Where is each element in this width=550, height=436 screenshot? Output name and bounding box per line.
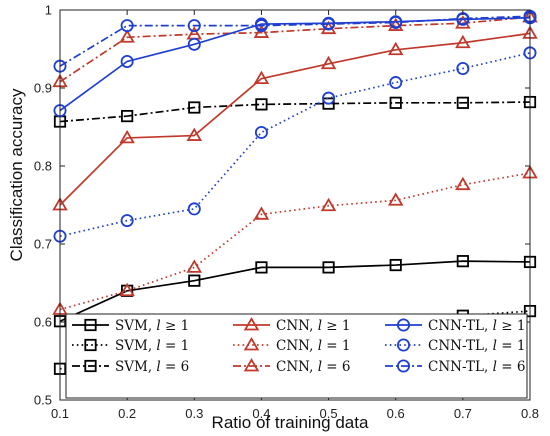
data-point xyxy=(255,261,268,274)
data-point xyxy=(253,70,270,85)
data-point xyxy=(187,19,201,33)
data-point xyxy=(119,29,135,43)
data-point xyxy=(456,96,469,109)
data-point xyxy=(187,202,201,216)
x-axis-label: Ratio of training data xyxy=(212,413,369,432)
data-point xyxy=(455,176,471,191)
legend-marker xyxy=(243,358,260,372)
data-point xyxy=(456,62,470,76)
legend-item: CNN, l = 6 xyxy=(233,358,351,375)
legend-label: CNN-TL, l = 6 xyxy=(428,359,525,375)
legend-label: SVM, l ≥ 1 xyxy=(115,318,189,334)
legend-item: SVM, l ≥ 1 xyxy=(72,318,189,334)
data-point xyxy=(389,96,402,109)
data-point xyxy=(188,101,201,114)
y-tick-label: 0.6 xyxy=(34,315,52,330)
legend-item: CNN, l = 1 xyxy=(233,337,351,354)
legend-item: CNN-TL, l = 6 xyxy=(385,359,525,375)
axis-layer: 0.1 0.2 0.3 0.4 0.5 0.6 0.7 0.8 0.5 0.6 0.7 0.8 0.9 1 xyxy=(34,3,539,422)
data-point xyxy=(188,274,201,287)
data-point xyxy=(456,255,469,268)
data-point xyxy=(255,98,268,111)
data-point xyxy=(320,197,337,212)
data-point xyxy=(254,19,268,33)
legend-marker xyxy=(396,359,410,373)
data-point xyxy=(387,192,404,206)
series-line xyxy=(59,101,531,123)
legend-label: CNN, l = 1 xyxy=(276,338,351,354)
data-point xyxy=(187,37,201,51)
data-point xyxy=(389,15,403,29)
x-tick-label: 0.3 xyxy=(185,406,203,421)
data-point xyxy=(322,17,336,31)
y-axis-label: Classification accuracy xyxy=(7,88,26,261)
data-point xyxy=(120,214,134,228)
series-4 xyxy=(52,25,538,211)
legend-label: SVM, l = 6 xyxy=(115,359,189,375)
data-point xyxy=(186,127,203,141)
data-point xyxy=(186,259,203,273)
legend-item: CNN-TL, l = 1 xyxy=(385,338,525,354)
data-point xyxy=(389,76,403,90)
data-point xyxy=(121,109,134,123)
data-point xyxy=(254,125,268,139)
legend-item: CNN, l ≥ 1 xyxy=(233,317,351,334)
data-point xyxy=(253,206,270,220)
legend-label: SVM, l = 1 xyxy=(115,338,189,354)
x-tick-label: 0.5 xyxy=(320,406,338,421)
series-line xyxy=(59,32,531,206)
legend-label: CNN, l = 6 xyxy=(276,359,351,375)
series-line xyxy=(59,52,531,238)
legend: SVM, l ≥ 1 SVM, l = 1 SVM, l = 6 CNN, l ≥ 1… xyxy=(65,313,528,399)
x-tick-label: 0.1 xyxy=(51,406,69,421)
series-line xyxy=(59,16,531,83)
series-line xyxy=(59,260,531,322)
legend-label: CNN, l ≥ 1 xyxy=(276,318,351,334)
data-point xyxy=(119,282,135,297)
data-point xyxy=(455,34,471,49)
y-tick-label: 1 xyxy=(45,3,52,18)
series-5 xyxy=(52,165,538,315)
legend-marker xyxy=(243,337,260,351)
data-point xyxy=(120,54,134,68)
data-point xyxy=(322,261,335,274)
legend-box xyxy=(65,313,528,399)
y-tick-label: 0.8 xyxy=(34,159,52,174)
y-tick-label: 0.9 xyxy=(34,81,52,96)
x-tick-label: 0.4 xyxy=(252,406,270,421)
legend-label: CNN-TL, l = 1 xyxy=(428,338,525,354)
series-8 xyxy=(53,46,537,243)
legend-marker xyxy=(396,338,410,352)
data-point xyxy=(253,24,270,38)
legend-item: SVM, l = 1 xyxy=(72,338,189,354)
data-point xyxy=(387,41,404,56)
series-line xyxy=(59,15,531,67)
legend-marker xyxy=(243,317,260,331)
x-tick-label: 0.8 xyxy=(521,406,539,421)
series-3 xyxy=(53,95,537,128)
legend-marker xyxy=(84,359,97,373)
legend-marker xyxy=(396,318,410,332)
data-point xyxy=(120,19,134,33)
legend-marker xyxy=(84,338,97,352)
x-tick-label: 0.6 xyxy=(387,406,405,421)
legend-item: SVM, l = 6 xyxy=(72,359,189,375)
y-tick-label: 0.7 xyxy=(34,237,52,252)
legend-label: CNN-TL, l ≥ 1 xyxy=(428,318,525,334)
data-point xyxy=(387,17,404,31)
data-point xyxy=(320,55,337,70)
data-point xyxy=(389,258,402,272)
legend-item: CNN-TL, l ≥ 1 xyxy=(385,318,525,334)
plot-frame xyxy=(59,9,531,401)
x-tick-label: 0.7 xyxy=(454,406,472,421)
data-point xyxy=(322,97,335,110)
data-point xyxy=(322,91,336,105)
data-point xyxy=(119,129,135,144)
legend-marker xyxy=(84,318,97,332)
x-tick-label: 0.2 xyxy=(118,406,136,421)
y-tick-label: 0.5 xyxy=(34,393,52,408)
series-line xyxy=(59,172,531,311)
